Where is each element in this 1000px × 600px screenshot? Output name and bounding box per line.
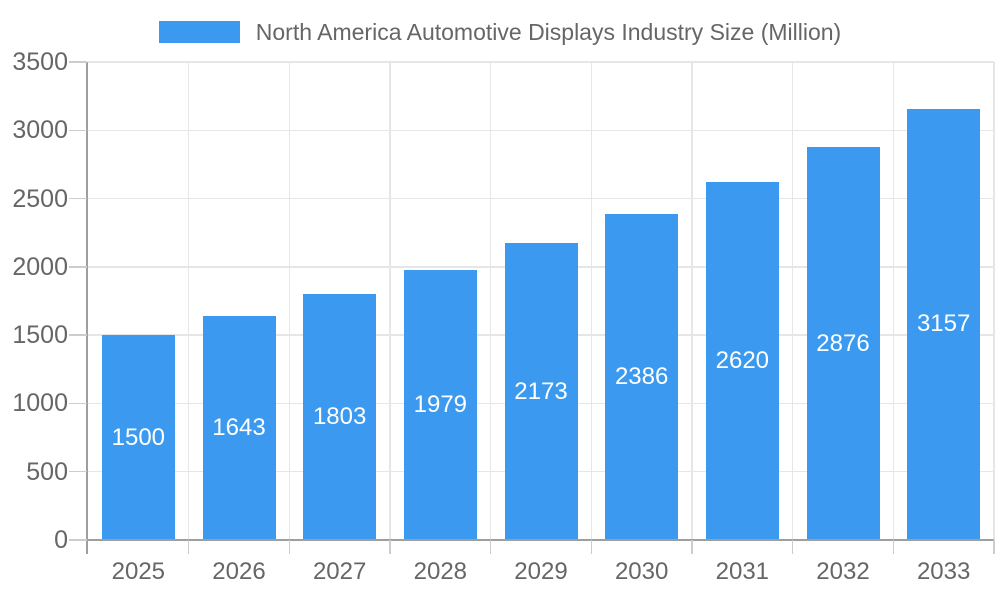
x-axis-tick	[590, 540, 593, 554]
bar-2028[interactable]: 1979	[403, 269, 477, 540]
x-tick-label: 2029	[514, 558, 568, 585]
bar-2025[interactable]: 1500	[101, 335, 175, 540]
bar-value-label: 2173	[514, 377, 568, 405]
y-axis-tick	[69, 266, 87, 268]
bar-value-label: 1979	[413, 390, 468, 418]
bar-value-label: 3157	[916, 310, 971, 338]
y-axis-tick	[69, 129, 87, 132]
bar-value-label: 1803	[312, 402, 367, 430]
x-tick-label: 2026	[212, 558, 266, 585]
x-axis-tick	[489, 540, 492, 554]
legend-swatch	[158, 21, 240, 43]
bar-2033[interactable]: 3157	[907, 108, 981, 540]
x-tick-label: 2033	[916, 558, 971, 585]
y-axis-tick	[69, 197, 87, 200]
x-axis-line	[86, 538, 994, 541]
gridline-vertical	[489, 62, 492, 540]
gridline-vertical	[993, 62, 995, 540]
y-tick-label: 2000	[12, 252, 68, 281]
gridline-vertical	[187, 62, 190, 540]
x-tick-label: 2028	[413, 558, 468, 585]
gridline-vertical	[389, 62, 391, 540]
y-tick-label: 500	[26, 457, 68, 486]
x-tick-label: 2031	[715, 558, 770, 585]
x-axis-tick	[187, 540, 190, 554]
gridline-horizontal	[88, 129, 994, 132]
x-tick-label: 2027	[312, 558, 367, 585]
y-tick-label: 2500	[12, 184, 68, 213]
bar-2031[interactable]: 2620	[705, 182, 779, 540]
bar-2027[interactable]: 1803	[303, 293, 377, 540]
gridline-vertical	[590, 62, 593, 540]
x-axis-tick	[691, 540, 693, 554]
bar-2030[interactable]: 2386	[605, 214, 679, 540]
x-axis-tick	[288, 540, 291, 554]
y-axis-tick	[69, 61, 87, 63]
plot-area: 1500 1643 1803 1979 2173 2386 2620 2876 3157	[88, 61, 995, 540]
y-axis-tick	[69, 470, 87, 473]
gridline-horizontal	[88, 61, 994, 63]
y-tick-label: 3000	[12, 116, 68, 145]
y-axis-tick	[69, 334, 87, 336]
bar-value-label: 1643	[212, 413, 266, 441]
x-tick-label: 2025	[111, 558, 166, 585]
bar-value-label: 1500	[111, 423, 166, 451]
bar-2029[interactable]: 2173	[504, 243, 578, 540]
y-axis-tick	[69, 402, 87, 405]
y-axis-tick	[69, 539, 87, 541]
y-tick-label: 0	[54, 526, 68, 554]
gridline-vertical	[892, 62, 895, 540]
bar-value-label: 2620	[715, 347, 770, 375]
gridline-vertical	[288, 62, 291, 540]
y-axis-line	[86, 62, 88, 554]
x-tick-label: 2032	[816, 558, 870, 585]
legend-label: North America Automotive Displays Indust…	[255, 18, 842, 45]
bar-value-label: 2386	[614, 363, 669, 391]
x-axis-tick	[993, 540, 995, 554]
x-tick-label: 2030	[614, 558, 669, 585]
gridline-vertical	[691, 62, 693, 540]
legend-item[interactable]: North America Automotive Displays Indust…	[0, 17, 1000, 47]
y-tick-label: 1500	[12, 321, 68, 350]
x-axis-tick	[389, 540, 391, 554]
bar-2032[interactable]: 2876	[806, 147, 880, 540]
gridline-vertical	[791, 62, 794, 540]
y-tick-label: 1000	[12, 389, 68, 418]
bar-2026[interactable]: 1643	[202, 315, 276, 540]
bar-value-label: 2876	[816, 329, 870, 357]
x-axis-tick	[892, 540, 895, 554]
gridline-horizontal	[88, 197, 994, 200]
y-tick-label: 3500	[12, 48, 68, 76]
x-axis-tick	[791, 540, 794, 554]
